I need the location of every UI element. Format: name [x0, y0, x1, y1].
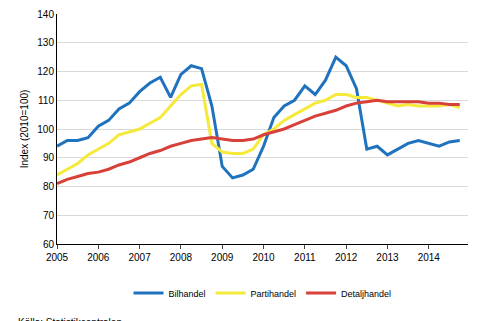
svg-text:Index (2010=100): Index (2010=100): [19, 90, 30, 169]
svg-text:70: 70: [43, 210, 55, 221]
svg-text:140: 140: [37, 9, 54, 20]
svg-text:2008: 2008: [170, 252, 193, 263]
svg-text:2009: 2009: [211, 252, 234, 263]
svg-text:60: 60: [43, 239, 55, 250]
svg-text:130: 130: [37, 37, 54, 48]
svg-text:100: 100: [37, 124, 54, 135]
svg-text:2014: 2014: [418, 252, 441, 263]
svg-text:2006: 2006: [87, 252, 110, 263]
svg-text:90: 90: [43, 152, 55, 163]
svg-text:Källa: Statistikcentralen: Källa: Statistikcentralen: [18, 317, 122, 321]
svg-text:2010: 2010: [252, 252, 275, 263]
svg-text:2013: 2013: [376, 252, 399, 263]
svg-text:Detaljhandel: Detaljhandel: [341, 289, 391, 299]
svg-text:2005: 2005: [46, 252, 69, 263]
svg-text:Bilhandel: Bilhandel: [169, 289, 206, 299]
svg-text:2011: 2011: [294, 252, 316, 263]
svg-text:120: 120: [37, 66, 54, 77]
svg-text:2007: 2007: [128, 252, 151, 263]
svg-text:110: 110: [38, 95, 54, 106]
svg-text:Partihandel: Partihandel: [251, 289, 297, 299]
svg-text:2012: 2012: [335, 252, 358, 263]
svg-text:80: 80: [43, 181, 55, 192]
